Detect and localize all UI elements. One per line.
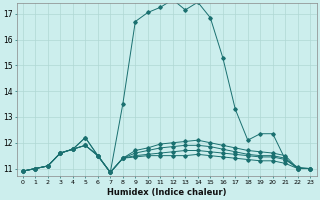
X-axis label: Humidex (Indice chaleur): Humidex (Indice chaleur) xyxy=(107,188,226,197)
